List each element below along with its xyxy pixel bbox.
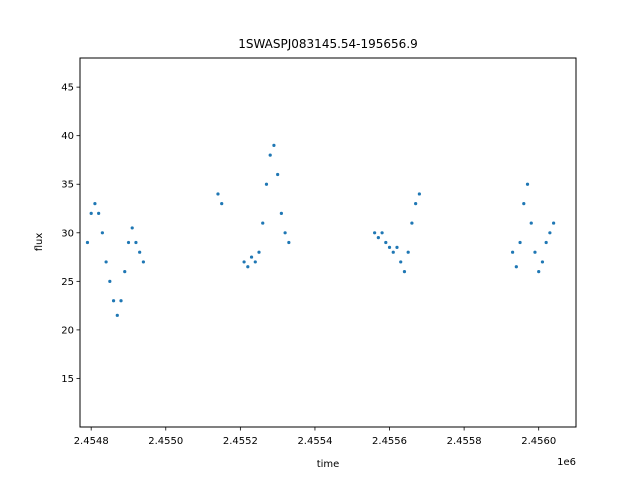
x-axis-label: time	[317, 459, 340, 470]
data-point	[253, 260, 257, 264]
data-point	[537, 270, 541, 274]
x-axis-offset-label: 1e6	[557, 457, 576, 468]
data-point	[276, 172, 280, 177]
data-point	[283, 231, 287, 235]
data-point	[108, 279, 112, 283]
data-point	[242, 260, 246, 264]
x-tick-label: 2.4550	[148, 436, 183, 447]
data-point	[141, 260, 145, 264]
data-point	[522, 202, 526, 206]
data-point	[544, 240, 548, 245]
data-point	[376, 236, 380, 240]
data-point	[399, 260, 403, 264]
data-point	[89, 211, 93, 215]
data-point	[287, 240, 291, 245]
data-points	[85, 143, 556, 317]
data-point	[387, 245, 392, 249]
data-point	[268, 153, 272, 157]
data-point	[410, 221, 414, 225]
data-point	[540, 260, 545, 264]
data-point	[533, 250, 537, 254]
data-point	[510, 250, 515, 254]
y-axis-ticks: 15 20 25 30 35 40 45	[61, 83, 80, 385]
data-point	[115, 313, 119, 317]
data-point	[111, 299, 116, 303]
data-point	[257, 250, 261, 254]
data-point	[246, 265, 250, 269]
y-tick-label: 20	[61, 325, 74, 336]
data-point	[249, 255, 254, 259]
data-point	[514, 265, 518, 269]
data-point	[380, 231, 384, 235]
data-point	[85, 240, 90, 245]
x-tick-label: 2.4554	[297, 436, 332, 447]
y-tick-label: 35	[61, 180, 74, 191]
data-point	[138, 250, 142, 254]
data-point	[529, 221, 533, 225]
x-tick-label: 2.4558	[447, 436, 482, 447]
data-point	[123, 270, 127, 274]
x-tick-label: 2.4556	[372, 436, 407, 447]
x-tick-label: 2.4552	[223, 436, 258, 447]
data-point	[395, 245, 399, 249]
data-point	[126, 240, 131, 245]
y-tick-label: 25	[61, 277, 74, 288]
y-axis-label: flux	[34, 233, 45, 252]
data-point	[261, 221, 265, 225]
data-point	[384, 240, 388, 245]
data-point	[119, 299, 123, 303]
data-point	[100, 231, 104, 235]
data-point	[279, 211, 283, 215]
data-point	[93, 202, 97, 206]
x-tick-label: 2.4560	[521, 436, 556, 447]
data-point	[97, 211, 101, 215]
plot-frame	[79, 57, 577, 428]
chart-title: 1SWASPJ083145.54-195656.9	[238, 37, 418, 51]
y-tick-label: 45	[61, 83, 74, 94]
data-point	[134, 240, 138, 245]
data-point	[417, 192, 421, 196]
data-point	[414, 202, 418, 206]
data-point	[373, 231, 377, 235]
data-point	[104, 260, 108, 264]
data-point	[391, 250, 395, 254]
data-point	[130, 226, 134, 230]
data-point	[216, 192, 220, 196]
data-point	[220, 202, 224, 206]
data-point	[552, 221, 556, 225]
data-point	[402, 270, 407, 274]
y-tick-label: 15	[61, 374, 74, 385]
data-point	[518, 240, 522, 245]
x-axis-ticks: 2.4548 2.4550 2.4552 2.4554 2.4556 2.4558 2.45…	[74, 427, 556, 447]
data-point	[406, 250, 410, 254]
y-tick-label: 40	[61, 131, 74, 142]
data-point	[525, 182, 530, 186]
data-point	[264, 182, 269, 186]
data-point	[272, 143, 276, 147]
x-tick-label: 2.4548	[74, 436, 109, 447]
data-point	[548, 231, 552, 235]
y-tick-label: 30	[61, 228, 74, 239]
